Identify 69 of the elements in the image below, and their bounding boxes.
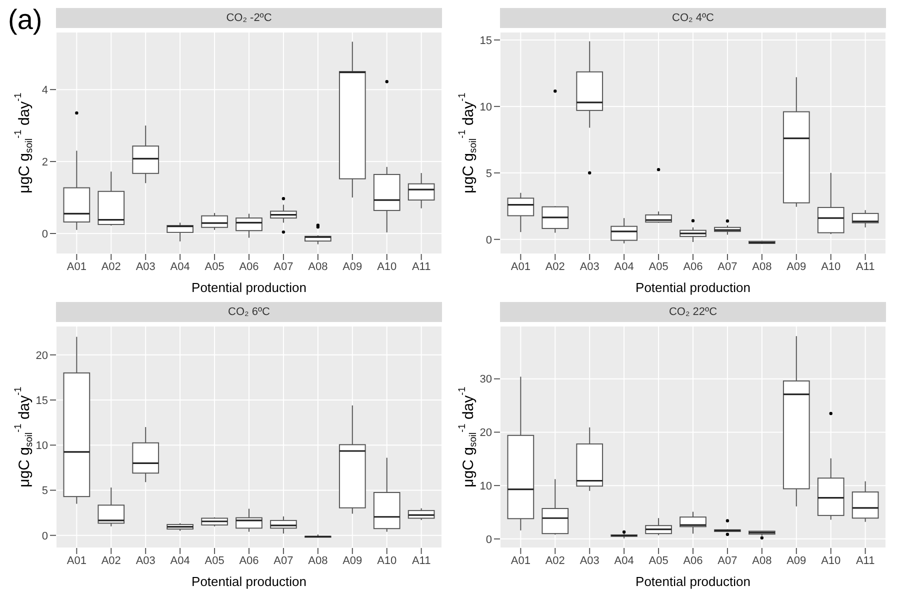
x-tick-label: A09 xyxy=(342,554,362,567)
y-tick-label: 15 xyxy=(480,34,492,47)
x-axis-title: Potential production xyxy=(192,574,306,589)
x-tick-label: A01 xyxy=(66,260,86,273)
x-tick-label: A06 xyxy=(683,554,703,567)
x-tick-label: A05 xyxy=(648,554,668,567)
y-tick-label: 20 xyxy=(36,350,48,362)
x-tick-label: A03 xyxy=(580,554,600,567)
x-tick-label: A02 xyxy=(101,260,121,273)
y-tick-label: 10 xyxy=(36,440,48,452)
x-tick-label: A02 xyxy=(101,554,121,567)
x-tick-label: A07 xyxy=(718,260,738,273)
x-tick-label: A07 xyxy=(274,260,294,273)
x-tick-label: A11 xyxy=(412,260,431,273)
x-tick-label: A10 xyxy=(377,260,397,273)
y-tick-label: 0 xyxy=(486,234,492,246)
x-tick-label: A08 xyxy=(752,260,772,273)
x-tick-label: A10 xyxy=(821,554,841,567)
x-tick-label: A10 xyxy=(821,260,841,273)
x-tick-label: A03 xyxy=(580,260,600,273)
x-tick-label: A06 xyxy=(239,260,259,273)
y-tick-label: 0 xyxy=(42,228,48,240)
x-tick-label: A07 xyxy=(718,554,738,567)
x-axis-title: Potential production xyxy=(636,574,750,589)
x-tick-label: A08 xyxy=(308,554,328,567)
text: (a) xyxy=(8,4,42,36)
y-tick-label: 10 xyxy=(480,101,492,114)
chart-title: CO₂ 22ºC xyxy=(500,302,886,322)
chart-title: CO₂ -2ºC xyxy=(56,8,442,28)
x-tick-label: A11 xyxy=(412,554,431,567)
y-tick-label: 5 xyxy=(486,168,492,180)
x-tick-label: A01 xyxy=(510,260,530,273)
x-tick-label: A09 xyxy=(786,260,806,273)
y-tick-label: 2 xyxy=(42,156,48,168)
x-tick-label: A11 xyxy=(856,260,875,273)
x-tick-label: A08 xyxy=(308,260,328,273)
y-tick-label: 15 xyxy=(36,394,48,407)
x-tick-label: A10 xyxy=(377,554,397,567)
x-tick-label: A04 xyxy=(614,554,634,567)
x-tick-label: A09 xyxy=(342,260,362,273)
x-tick-label: A05 xyxy=(648,260,668,273)
x-tick-label: A09 xyxy=(786,554,806,567)
y-tick-label: 4 xyxy=(42,84,48,96)
y-tick-label: 10 xyxy=(480,480,492,492)
x-tick-label: A03 xyxy=(136,554,156,567)
x-tick-label: A07 xyxy=(274,554,294,567)
x-tick-label: A05 xyxy=(204,554,224,567)
y-tick-label: 30 xyxy=(480,374,492,386)
y-tick-label: 5 xyxy=(42,485,48,498)
x-tick-label: A06 xyxy=(683,260,703,273)
y-tick-label: 20 xyxy=(480,427,492,440)
x-tick-label: A04 xyxy=(170,260,190,273)
chart-title: CO₂ 6ºC xyxy=(56,302,442,322)
x-tick-label: A02 xyxy=(545,554,565,567)
x-tick-label: A11 xyxy=(856,554,875,567)
x-tick-label: A04 xyxy=(170,554,190,567)
x-tick-label: A01 xyxy=(66,554,86,567)
x-tick-label: A04 xyxy=(614,260,634,273)
chart-title: CO₂ 4ºC xyxy=(500,8,886,28)
y-tick-label: 0 xyxy=(486,534,492,546)
x-tick-label: A05 xyxy=(204,260,224,273)
y-tick-label: 0 xyxy=(42,530,48,542)
x-tick-label: A01 xyxy=(510,554,530,567)
x-tick-label: A08 xyxy=(752,554,772,567)
x-tick-label: A02 xyxy=(545,260,565,273)
x-tick-label: A06 xyxy=(239,554,259,567)
x-axis-title: Potential production xyxy=(636,280,750,295)
x-tick-label: A03 xyxy=(136,260,156,273)
x-axis-title: Potential production xyxy=(192,280,306,295)
